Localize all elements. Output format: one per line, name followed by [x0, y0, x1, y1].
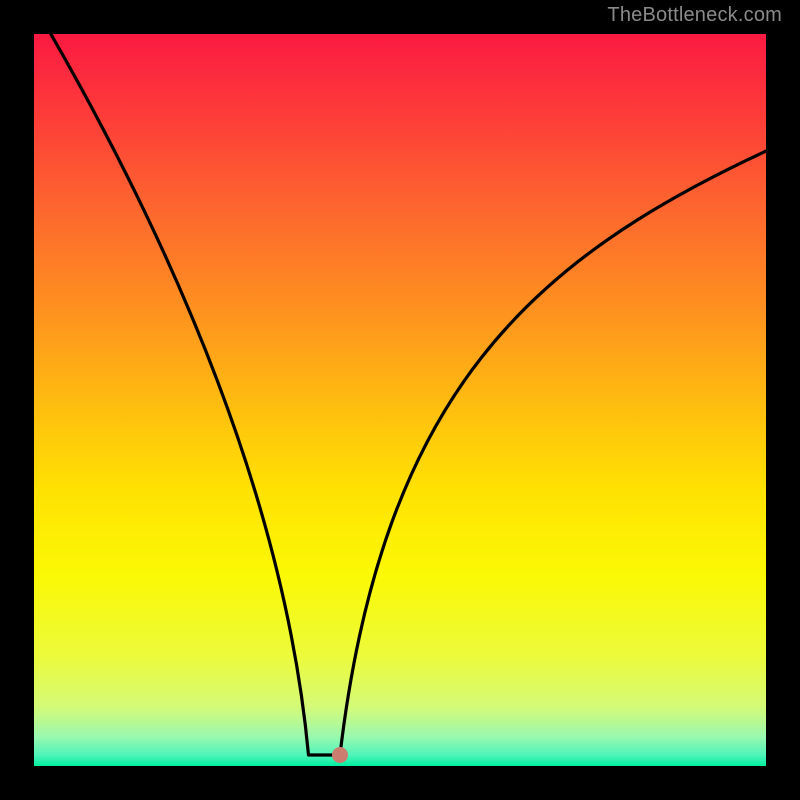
optimal-point-marker — [332, 747, 348, 763]
watermark-text: TheBottleneck.com — [607, 4, 782, 27]
chart-container: TheBottleneck.com — [0, 0, 800, 800]
plot-area — [34, 34, 766, 766]
plot-background — [34, 34, 766, 766]
curve-svg — [34, 34, 766, 766]
